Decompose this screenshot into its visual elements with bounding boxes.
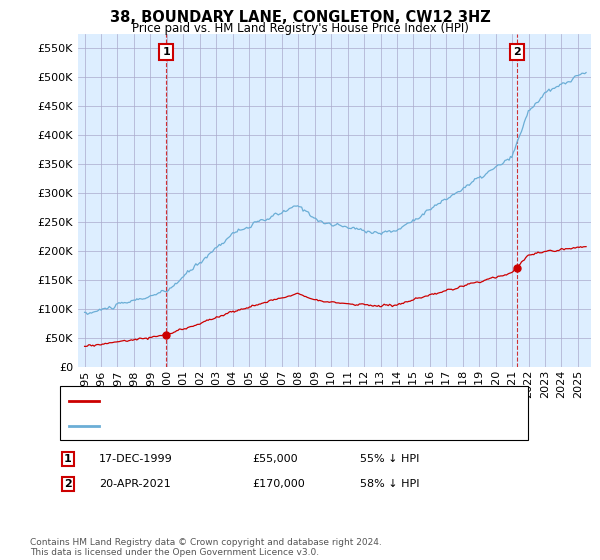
Text: 20-APR-2021: 20-APR-2021 <box>99 479 171 489</box>
Text: 58% ↓ HPI: 58% ↓ HPI <box>360 479 419 489</box>
Text: 2: 2 <box>64 479 71 489</box>
Text: 55% ↓ HPI: 55% ↓ HPI <box>360 454 419 464</box>
Text: £170,000: £170,000 <box>252 479 305 489</box>
Text: Price paid vs. HM Land Registry's House Price Index (HPI): Price paid vs. HM Land Registry's House … <box>131 22 469 35</box>
Text: Contains HM Land Registry data © Crown copyright and database right 2024.
This d: Contains HM Land Registry data © Crown c… <box>30 538 382 557</box>
Text: 1: 1 <box>64 454 71 464</box>
Text: 2: 2 <box>513 47 521 57</box>
Text: 17-DEC-1999: 17-DEC-1999 <box>99 454 173 464</box>
Text: 1: 1 <box>162 47 170 57</box>
Text: £55,000: £55,000 <box>252 454 298 464</box>
Text: 38, BOUNDARY LANE, CONGLETON, CW12 3HZ (detached house): 38, BOUNDARY LANE, CONGLETON, CW12 3HZ (… <box>105 396 467 407</box>
Text: HPI: Average price, detached house, Cheshire East: HPI: Average price, detached house, Ches… <box>105 421 388 431</box>
Text: 38, BOUNDARY LANE, CONGLETON, CW12 3HZ: 38, BOUNDARY LANE, CONGLETON, CW12 3HZ <box>110 10 490 25</box>
